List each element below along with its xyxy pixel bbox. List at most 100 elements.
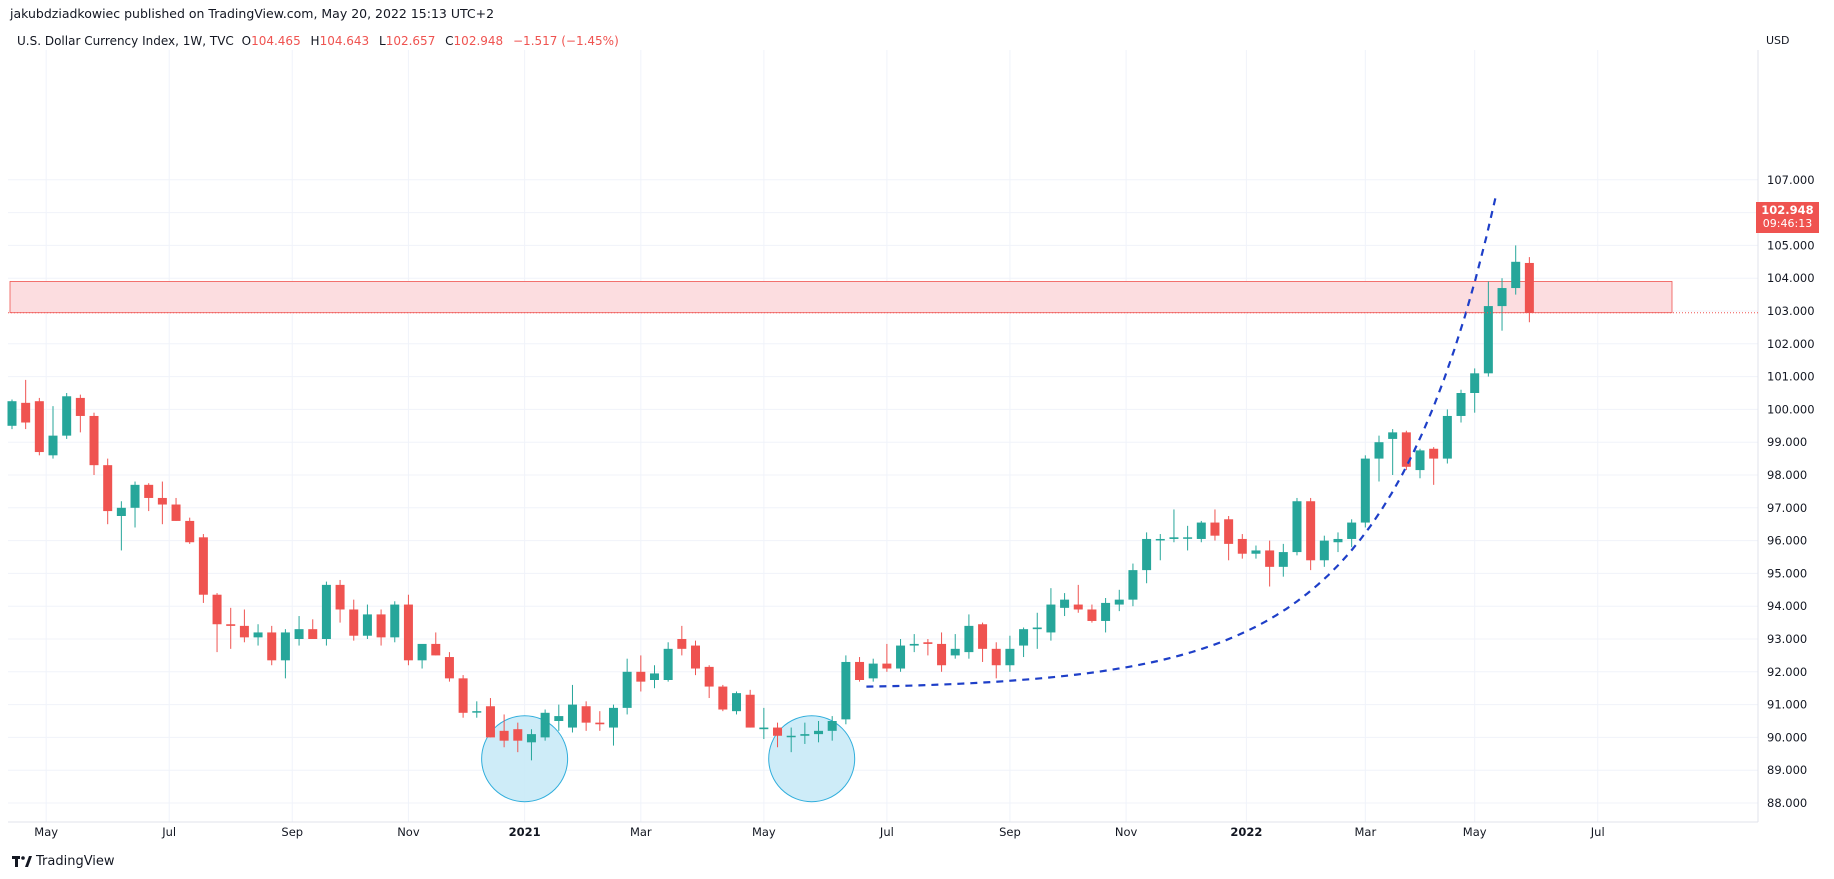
candle-body: [335, 584, 345, 610]
candle-body: [868, 663, 878, 679]
candle-up: [1278, 543, 1288, 577]
candle-body: [1319, 540, 1329, 561]
candle-body: [7, 401, 17, 426]
support-circles: [481, 715, 856, 803]
price-tick-label: 98.000: [1767, 468, 1807, 482]
candle-down: [636, 655, 646, 692]
candle-body: [1142, 538, 1152, 571]
candle-up: [1347, 519, 1357, 548]
candle-body: [649, 673, 659, 680]
candle-down: [144, 483, 154, 512]
price-tick-label: 104.000: [1767, 271, 1815, 285]
candle-up: [1142, 532, 1152, 584]
candle-down: [1087, 604, 1097, 623]
candle-body: [198, 537, 208, 595]
candle-body: [991, 648, 1001, 666]
candle-up: [294, 616, 304, 646]
candle-up: [1442, 409, 1452, 464]
candle-body: [800, 734, 810, 736]
candle-down: [1401, 430, 1411, 471]
candle-body: [841, 661, 851, 720]
candle-body: [1388, 432, 1398, 439]
price-axis[interactable]: 88.000 89.000 90.000 91.000 92.000 93.000 94.0…: [1767, 173, 1815, 810]
candle-up: [62, 393, 72, 439]
candle-body: [458, 678, 468, 713]
candle-down: [677, 625, 687, 656]
candle-up: [814, 721, 824, 743]
price-tick-label: 103.000: [1767, 304, 1815, 318]
candle-body: [827, 721, 837, 731]
candle-up: [362, 604, 372, 639]
candle-body: [745, 694, 755, 728]
candle-up: [7, 399, 17, 430]
candle-down: [185, 517, 195, 544]
price-tick-label: 96.000: [1767, 534, 1807, 548]
candle-body: [1019, 629, 1029, 646]
open-value: 104.465: [251, 34, 301, 48]
candle-body: [1278, 552, 1288, 567]
candle-body: [636, 671, 646, 682]
price-tick-label: 90.000: [1767, 730, 1807, 744]
candle-down: [267, 625, 277, 666]
time-axis[interactable]: May Jul Sep Nov 2021 Mar May Jul Sep Nov 2022 Mar Ma…: [34, 825, 1604, 839]
tradingview-brand: TradingView: [36, 854, 115, 869]
ohlc-legend: U.S. Dollar Currency Index, 1W, TVC O104…: [17, 34, 619, 48]
candle-down: [75, 394, 85, 433]
time-tick-label: Nov: [1115, 825, 1138, 839]
candle-up: [1456, 389, 1466, 423]
candle-body: [663, 648, 673, 680]
candle-up: [1374, 435, 1384, 482]
candle-down: [1306, 497, 1316, 571]
candle-body: [814, 730, 824, 735]
currency-label[interactable]: USD: [1766, 34, 1790, 47]
candle-down: [485, 698, 495, 738]
candle-body: [472, 711, 482, 713]
candle-up: [800, 722, 810, 744]
candle-body: [75, 397, 85, 416]
candle-up: [540, 709, 550, 741]
candle-body: [1360, 458, 1370, 523]
candle-up: [1032, 612, 1042, 649]
candle-down: [855, 657, 865, 682]
candle-body: [1265, 550, 1275, 567]
candles: [7, 245, 1534, 761]
symbol-name[interactable]: U.S. Dollar Currency Index, 1W, TVC: [17, 34, 234, 48]
candle-up: [786, 727, 796, 753]
candle-down: [1073, 584, 1083, 613]
candle-down: [595, 711, 605, 731]
candle-up: [964, 614, 974, 659]
candle-body: [567, 704, 577, 728]
candle-body: [444, 657, 454, 679]
time-tick-label: May: [34, 825, 58, 839]
candle-up: [1183, 525, 1193, 551]
candle-body: [62, 396, 72, 436]
candle-body: [1183, 537, 1193, 539]
candle-body: [786, 735, 796, 738]
price-tick-label: 102.000: [1767, 337, 1815, 351]
publisher-info: jakubdziadkowiec published on TradingVie…: [10, 6, 495, 21]
candle-down: [745, 689, 755, 728]
price-tick-label: 92.000: [1767, 665, 1807, 679]
candle-body: [1415, 450, 1425, 471]
candle-body: [1251, 550, 1261, 554]
candle-body: [513, 729, 523, 741]
tradingview-logo[interactable]: TradingView: [12, 854, 115, 869]
price-tick-label: 105.000: [1767, 238, 1815, 252]
time-tick-label: May: [1463, 825, 1487, 839]
candle-down: [718, 684, 728, 712]
candle-up: [608, 704, 618, 746]
candle-up: [950, 634, 960, 659]
candle-body: [1073, 604, 1083, 610]
time-tick-label: Jul: [161, 825, 176, 839]
candle-down: [1524, 257, 1534, 323]
candle-up: [1511, 245, 1521, 295]
candle-body: [595, 722, 605, 725]
candle-down: [103, 458, 113, 525]
candle-body: [34, 401, 44, 453]
candle-up: [390, 601, 400, 643]
resistance-zone: [9, 281, 1673, 314]
candle-up: [896, 639, 906, 672]
high-label: H: [310, 34, 320, 48]
candle-up: [554, 704, 564, 731]
